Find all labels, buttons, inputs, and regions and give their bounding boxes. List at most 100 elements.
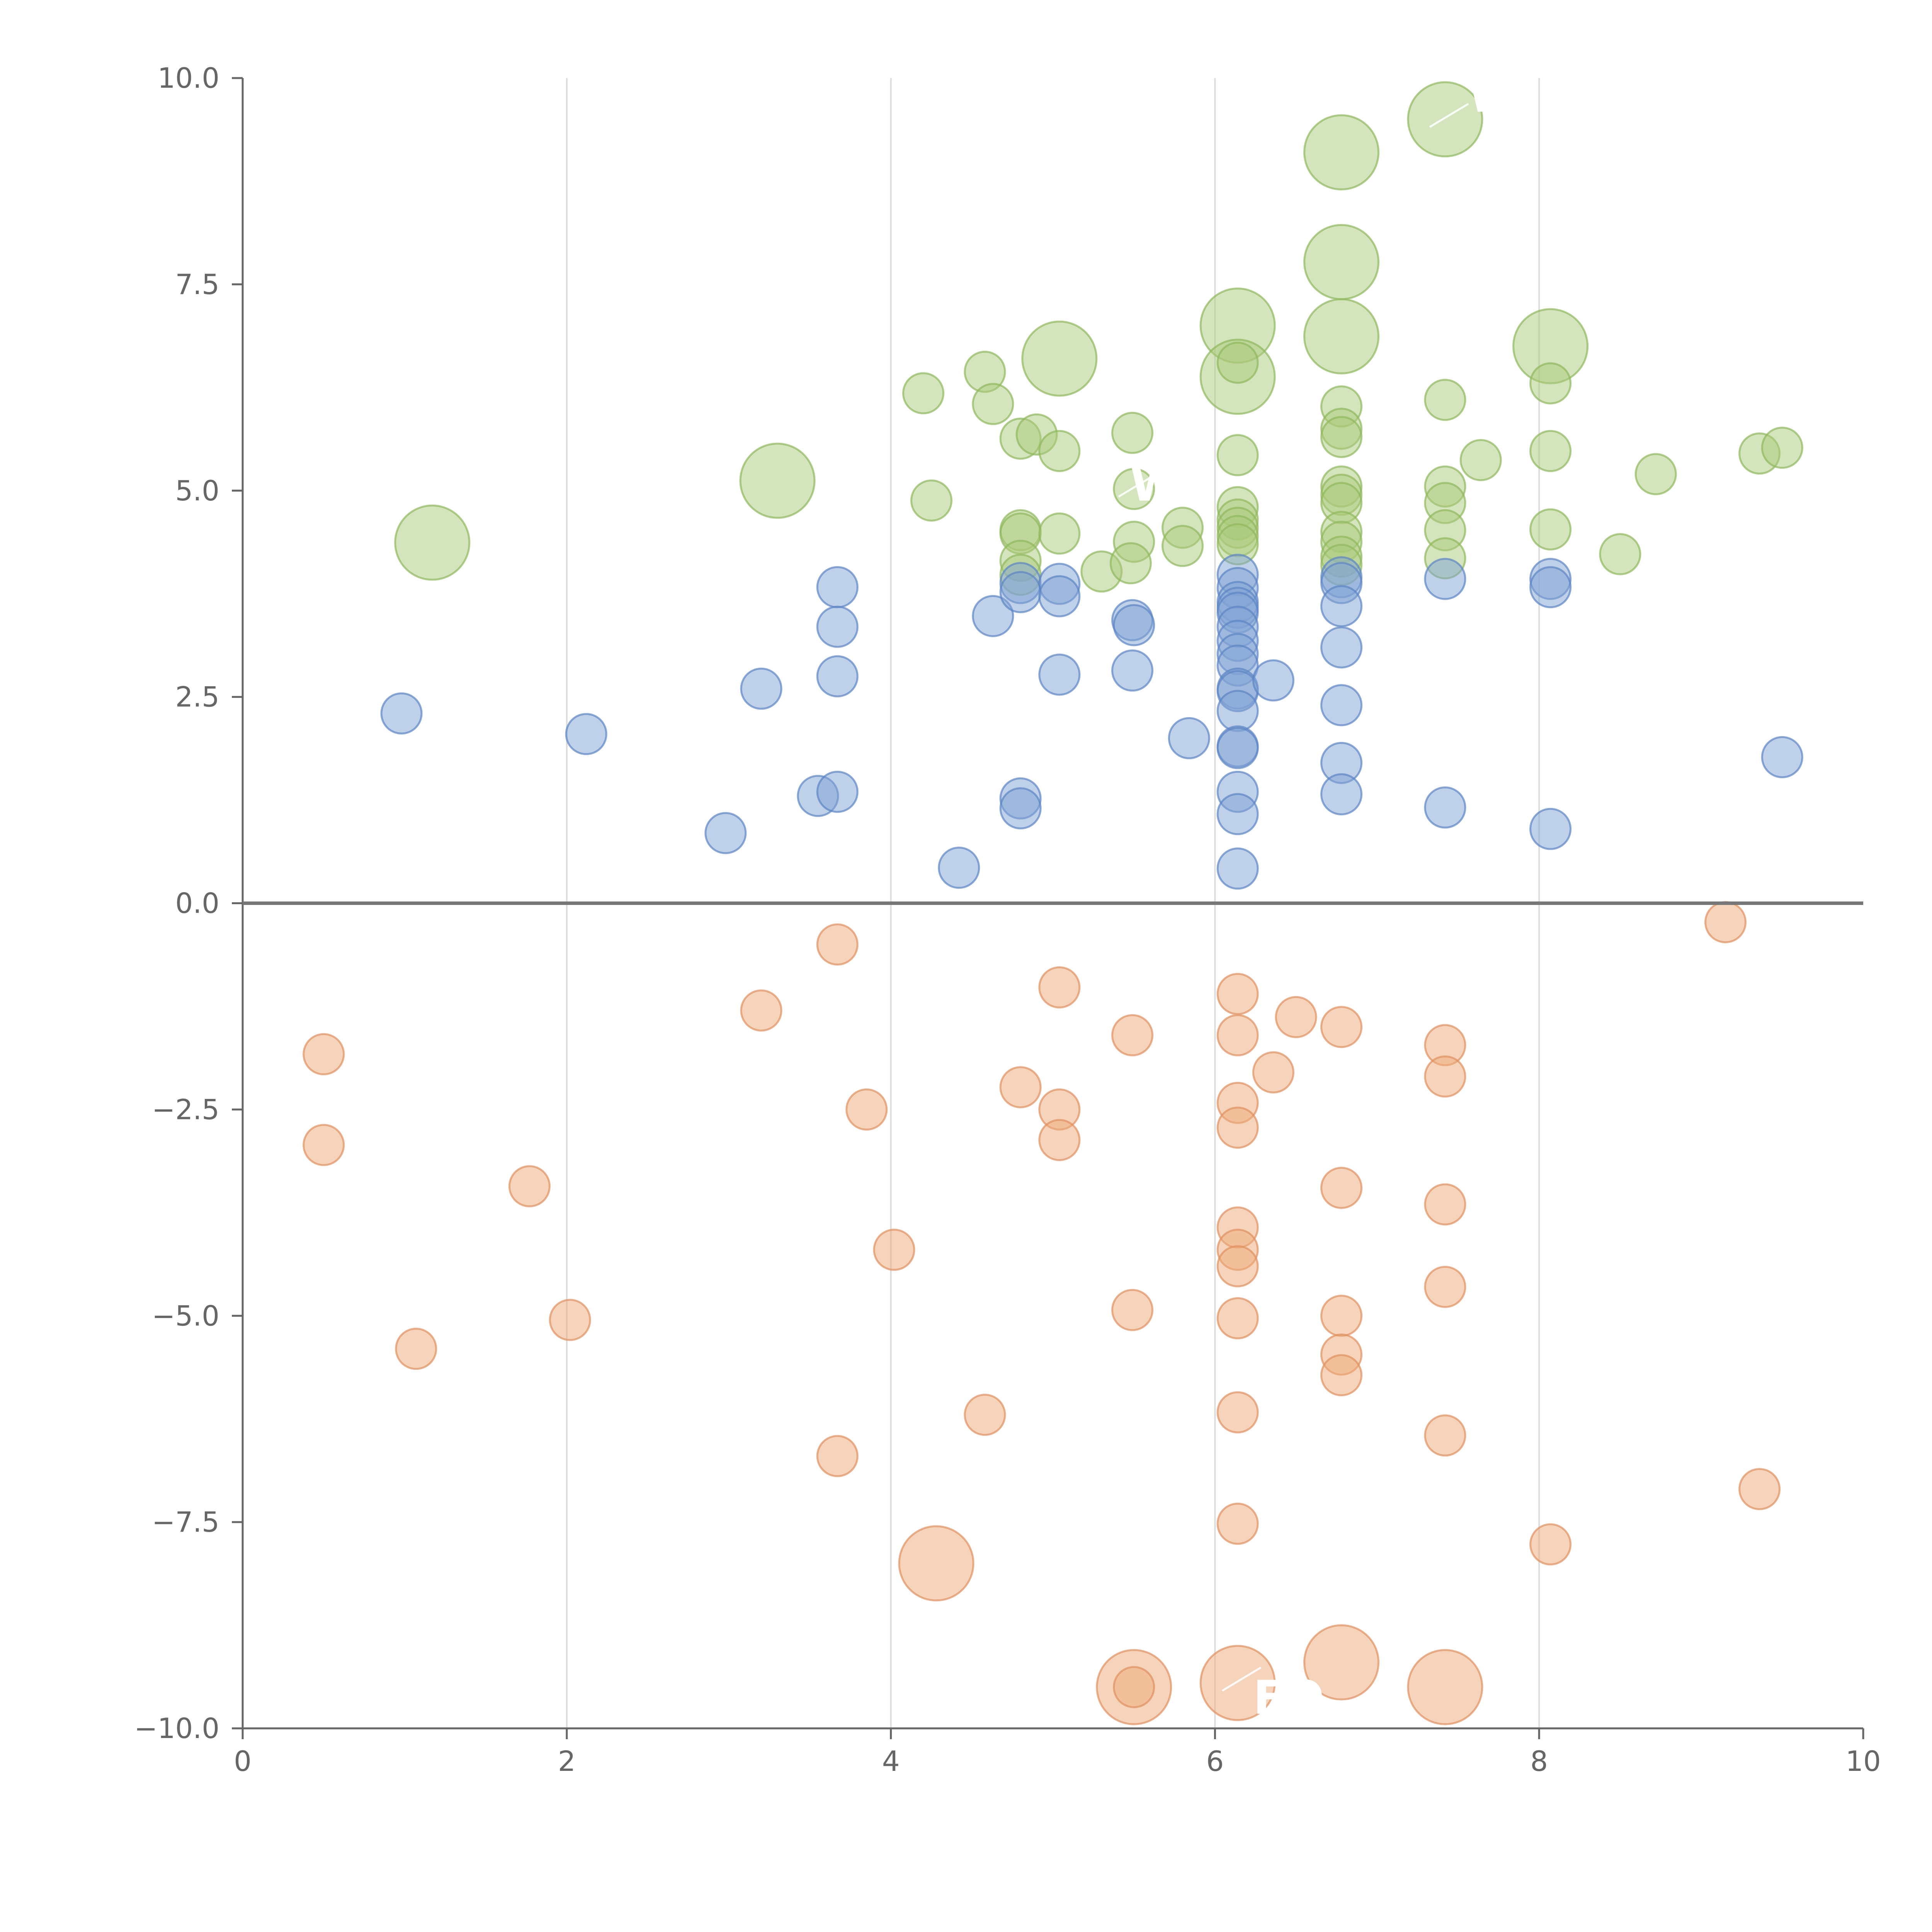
bubble-orange (999, 1066, 1042, 1109)
bubble-green (1162, 525, 1204, 567)
bubble-blue (1216, 690, 1259, 732)
y-tick-label: 10.0 (158, 62, 219, 94)
bubble-orange (1704, 901, 1747, 944)
y-tick-label: −5.0 (152, 1299, 219, 1332)
bubble-orange (1216, 1391, 1259, 1434)
bubble-blue (1529, 566, 1572, 609)
bubble-blue (1252, 659, 1294, 702)
bubble-orange (1113, 1666, 1155, 1708)
bubble-blue (938, 847, 980, 889)
bubble-orange (964, 1394, 1006, 1436)
bubble-blue (1424, 558, 1466, 600)
bubble-orange (1424, 1266, 1466, 1308)
bubble-orange (1424, 1183, 1466, 1226)
bubble-blue (1761, 736, 1803, 779)
bubble-green (1424, 379, 1466, 421)
bubble-green (1599, 533, 1641, 575)
bubble-blue (565, 713, 607, 755)
series-green (394, 81, 1803, 596)
bubble-orange (740, 989, 782, 1032)
bubble-green (1529, 508, 1572, 551)
bubble-orange (1529, 1523, 1572, 1566)
bubble-green (1529, 430, 1572, 472)
bubble-blue (1216, 847, 1259, 890)
y-tick-label: 5.0 (175, 474, 219, 507)
bubble-blue (999, 787, 1042, 830)
x-tick-label: 10 (1845, 1745, 1881, 1777)
bubble-orange (1424, 1055, 1466, 1098)
bubble-orange (1111, 1289, 1154, 1331)
bubble-blue (1168, 717, 1210, 759)
bubble-blue (1038, 653, 1081, 696)
bubble-green (1021, 320, 1098, 397)
bubble-blue (1424, 786, 1466, 829)
x-tick-label: 0 (234, 1745, 252, 1777)
bubble-green (902, 372, 944, 415)
y-tick-label: 2.5 (175, 681, 219, 713)
series-orange (303, 901, 1781, 1725)
bubble-green (739, 442, 816, 519)
bubble-green (1303, 298, 1380, 374)
bubble-orange (1320, 1006, 1363, 1048)
bubble-blue (1216, 793, 1259, 835)
bubble-orange (508, 1165, 551, 1208)
bubble-orange (1216, 1502, 1259, 1545)
bubble-orange (395, 1328, 437, 1370)
bubble-orange (1407, 1649, 1483, 1725)
x-tick-label: 2 (558, 1745, 576, 1777)
y-tick-label: −10.0 (134, 1712, 219, 1745)
y-tick-label: −7.5 (152, 1506, 219, 1538)
bubble-green (972, 383, 1014, 425)
annotation-leader (1221, 1667, 1262, 1692)
bubble-orange (1320, 1167, 1363, 1209)
bubble-blue (1320, 773, 1363, 816)
annotation-leader (1429, 103, 1469, 128)
bubble-green (1109, 542, 1152, 585)
bubble-orange (303, 1033, 345, 1075)
bubble-blue (1216, 727, 1259, 769)
series-blue (380, 554, 1803, 890)
bubble-blue (740, 667, 782, 710)
bubble-orange (1216, 973, 1259, 1015)
bubble-orange (816, 1435, 859, 1477)
bubble-green (1407, 81, 1483, 158)
bubble-orange (1199, 1645, 1276, 1721)
bubble-blue (1320, 585, 1363, 628)
annotation-label: FO (1253, 1672, 1324, 1725)
bubble-green (1303, 224, 1380, 300)
bubble-blue (1113, 604, 1155, 646)
bubble-orange (1738, 1468, 1781, 1510)
x-tick-label: 6 (1206, 1745, 1224, 1777)
bubble-blue (1038, 575, 1081, 617)
bubble-blue (972, 595, 1014, 637)
bubble-orange (1424, 1414, 1466, 1457)
bubble-orange (549, 1299, 591, 1341)
bubble-green (1303, 114, 1380, 190)
y-tick-label: 7.5 (175, 268, 219, 301)
bubble-green (910, 479, 952, 522)
bubble-orange (898, 1525, 975, 1602)
bubble-blue (816, 655, 859, 697)
bubble-green (1216, 434, 1259, 476)
bubble-orange (1038, 966, 1081, 1009)
bubble-green (1761, 427, 1803, 469)
bubble-blue (999, 571, 1042, 613)
x-tick-label: 4 (882, 1745, 900, 1777)
bubble-blue (816, 605, 859, 648)
bubble-blue (380, 692, 423, 735)
bubble-orange (1320, 1354, 1363, 1396)
y-tick-label: −2.5 (152, 1093, 219, 1126)
bubble-green (1320, 416, 1363, 458)
bubble-orange (1216, 1245, 1259, 1287)
bubble-orange (1252, 1051, 1294, 1094)
bubble-green (1529, 362, 1572, 405)
ticks: 0 2 4 6 8 10 10.0 7.5 5.0 2.5 0.0 −2.5 −5.0 −7.5 −10.0 (134, 62, 1881, 1777)
bubble-blue (816, 566, 859, 609)
bubble-blue (1111, 649, 1154, 692)
annotation-label: W (1468, 69, 1519, 123)
bubble-orange (1216, 1014, 1259, 1056)
x-tick-label: 8 (1530, 1745, 1548, 1777)
bubble-orange (1111, 1014, 1154, 1056)
bubble-green (1113, 468, 1155, 510)
bubble-orange (1038, 1119, 1081, 1161)
